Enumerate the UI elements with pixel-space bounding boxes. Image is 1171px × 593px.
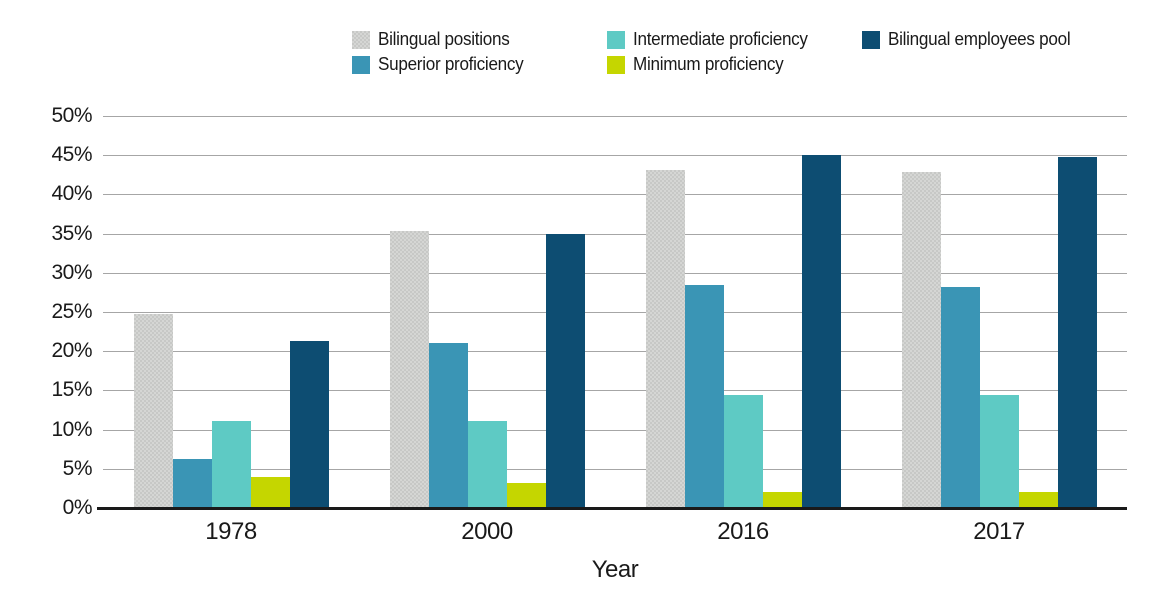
y-tick-label-15%: 15% [51, 378, 92, 402]
bar-groups [103, 116, 1127, 508]
gridline-15% [103, 390, 1127, 392]
legend-swatch-icon [352, 55, 370, 74]
bar-group-2000 [359, 116, 615, 508]
y-tick-label-35%: 35% [51, 221, 92, 245]
legend-swatch-icon [607, 55, 625, 74]
y-tick-label-40%: 40% [51, 182, 92, 206]
legend-label: Bilingual employees pool [888, 29, 1071, 49]
gridline-5% [103, 468, 1127, 470]
bar-2016-bilingual-employees-pool [801, 155, 841, 508]
bar-2016-superior-proficiency [684, 285, 724, 508]
x-tick-label-2016: 2016 [717, 518, 769, 545]
legend-swatch-icon [607, 30, 625, 49]
legend-swatch-icon [352, 30, 370, 49]
y-tick-label-50%: 50% [51, 104, 92, 127]
gridline-35% [103, 233, 1127, 235]
x-axis-line [97, 507, 1127, 510]
legend-item-superior-proficiency: Superior proficiency [352, 52, 607, 77]
gridline-10% [103, 429, 1127, 431]
y-tick-label-20%: 20% [51, 339, 92, 363]
bar-2016-minimum-proficiency [762, 492, 802, 508]
legend-item-bilingual-employees-pool: Bilingual employees pool [862, 27, 1142, 52]
x-tick-label-2017: 2017 [973, 518, 1025, 545]
legend-swatch-icon [862, 30, 880, 49]
gridline-40% [103, 194, 1127, 196]
bar-2000-minimum-proficiency [506, 482, 546, 508]
bar-2017-bilingual-employees-pool [1057, 156, 1097, 508]
y-tick-label-30%: 30% [51, 260, 92, 284]
bar-group-1978 [103, 116, 359, 508]
legend-label: Superior proficiency [378, 54, 524, 74]
gridline-45% [103, 155, 1127, 157]
x-axis-tick-labels: 1978 2000 2016 2017 [103, 518, 1127, 546]
bar-2017-intermediate-proficiency [979, 395, 1019, 508]
chart-legend: Bilingual positions Intermediate proficie… [352, 27, 1142, 77]
y-tick-label-45%: 45% [51, 143, 92, 167]
y-axis-tick-labels: 50% 45% 40% 35% 30% 25% 20% 15% 10% 5% 0% [0, 104, 98, 519]
x-tick-label-2000: 2000 [461, 518, 513, 545]
bar-group-2017 [871, 116, 1127, 508]
bar-2000-bilingual-positions [389, 231, 429, 508]
bar-1978-bilingual-positions [133, 314, 173, 508]
x-axis-title: Year [591, 556, 639, 583]
bar-1978-intermediate-proficiency [211, 420, 251, 508]
bar-2000-superior-proficiency [428, 342, 468, 508]
plot-area [97, 116, 1127, 510]
y-tick-label-0%: 0% [62, 496, 93, 519]
bar-2017-minimum-proficiency [1018, 492, 1058, 508]
bar-1978-superior-proficiency [172, 459, 212, 508]
bar-2017-bilingual-positions [901, 172, 941, 508]
bar-group-2016 [615, 116, 871, 508]
y-tick-label-5%: 5% [62, 456, 93, 480]
legend-label: Minimum proficiency [633, 54, 784, 74]
bar-2016-bilingual-positions [645, 170, 685, 508]
bar-1978-bilingual-employees-pool [289, 341, 329, 508]
gridline-30% [103, 272, 1127, 274]
legend-item-intermediate-proficiency: Intermediate proficiency [607, 27, 862, 52]
y-tick-label-25%: 25% [51, 300, 92, 323]
bar-2000-bilingual-employees-pool [545, 234, 585, 508]
legend-label: Intermediate proficiency [633, 29, 808, 49]
legend-item-minimum-proficiency: Minimum proficiency [607, 52, 862, 77]
gridline-25% [103, 312, 1127, 313]
y-tick-label-10%: 10% [51, 417, 92, 441]
bar-2017-superior-proficiency [940, 286, 980, 508]
bar-1978-minimum-proficiency [250, 476, 290, 508]
gridline-20% [103, 351, 1127, 353]
legend-label: Bilingual positions [378, 29, 510, 49]
legend-item-bilingual-positions: Bilingual positions [352, 27, 607, 52]
x-tick-label-1978: 1978 [205, 518, 257, 545]
bar-2000-intermediate-proficiency [467, 420, 507, 508]
gridline-50% [103, 116, 1127, 117]
bar-2016-intermediate-proficiency [723, 395, 763, 508]
